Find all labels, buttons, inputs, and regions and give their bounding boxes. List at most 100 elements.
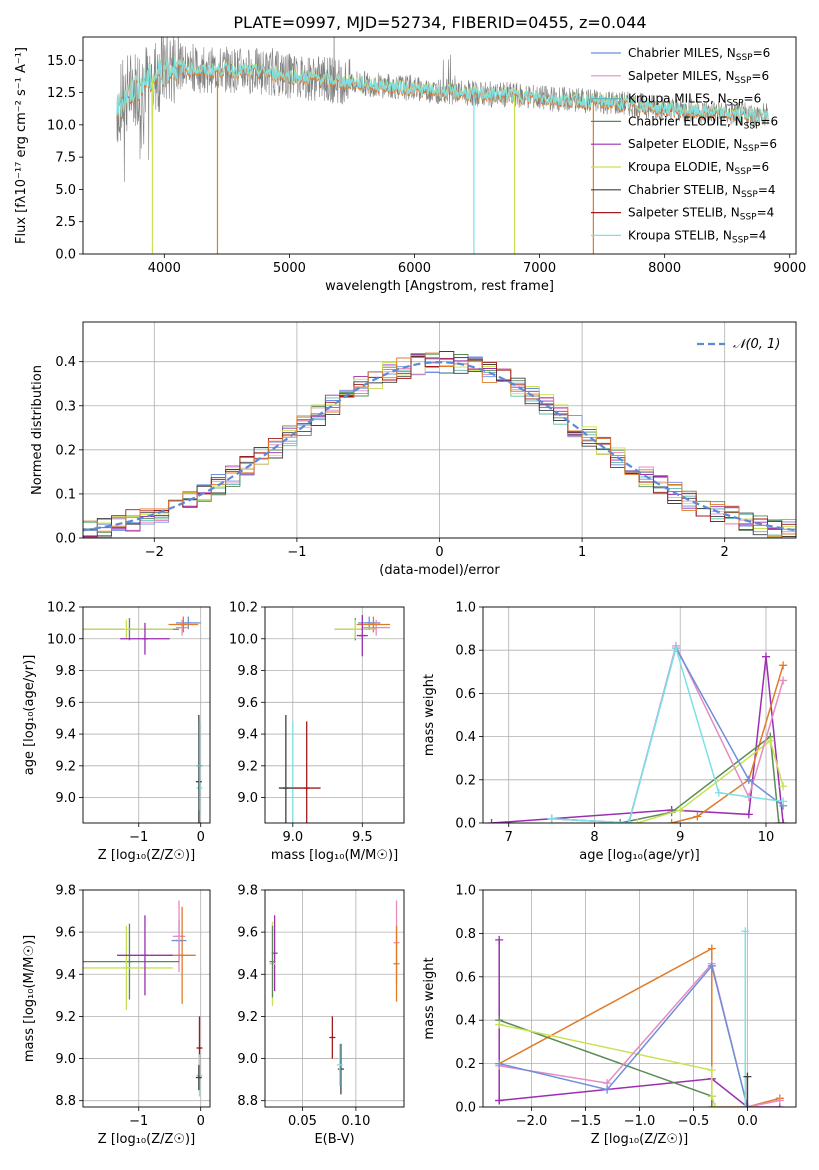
tick-label-y: 9.0 [55,791,76,806]
ticks: −2.0 −1.5 −1.0 −0.5 0.0 0.0 0.2 0.4 0.6 0.8 1.0 [455,884,757,1130]
legend-entry: Kroupa ELODIE, NSSP=6 [628,160,769,177]
tick-label-x: 6000 [398,261,431,276]
tick-label-x: −0.5 [678,1114,710,1129]
tick-label-y: 0.4 [455,730,476,745]
plus-marker [779,782,788,791]
tick-label-y: 9.2 [55,1010,76,1025]
axes-frame [264,606,405,824]
plus-marker [676,806,685,815]
axes-frame [482,889,797,1108]
tick-label-y: 9.8 [55,884,76,899]
y-axis-label: Flux [fλ10⁻¹⁷ erg cm⁻² s⁻¹ A⁻¹] [14,47,29,244]
panel-mass-vs-ebv: 0.05 0.10 8.8 9.0 9.2 9.4 9.6 9.8 E(B-V) [237,884,405,1147]
tick-label-y: 10.0 [229,632,258,647]
plus-marker [495,1020,504,1029]
x-axis-label: Z [log₁₀(Z/Z☉)] [98,1132,195,1147]
tick-label-y: 0.3 [55,399,76,414]
plus-marker [667,819,676,823]
tick-label-y: 10.2 [47,601,76,616]
tick-label-y: 9.2 [237,1010,258,1025]
ticks: 4000 5000 6000 7000 8000 9000 0.0 2.5 5.0 7.5 10.0… [47,54,806,276]
tick-label-y: 0.4 [55,355,76,370]
tick-label-y: 0.0 [55,532,76,547]
plus-marker [495,1059,504,1068]
tick-label-y: 15.0 [47,54,76,69]
tick-label-x: −1.0 [624,1114,656,1129]
tick-label-y: 9.2 [237,759,258,774]
plus-marker [775,1096,784,1105]
tick-label-y: 2.5 [55,215,76,230]
plus-marker [779,661,788,670]
y-axis-label: age [log₁₀(age/yr)] [22,655,37,776]
tick-label-y: 0.6 [455,687,476,702]
tick-label-y: 10.2 [229,601,258,616]
tick-label-x: 8 [590,830,598,845]
plot-area [83,616,203,823]
series-line [671,665,784,823]
tick-label-x: 0.10 [341,1114,370,1129]
tick-label-y: 0.1 [55,487,76,502]
tick-label-x: −1.5 [570,1114,602,1129]
tick-label-y: 9.8 [55,664,76,679]
x-axis-label: age [log₁₀(age/yr)] [579,848,700,863]
tick-label-y: 9.4 [237,968,258,983]
legend-entry: Kroupa MILES, NSSP=6 [628,92,761,109]
legend-entry: Chabrier STELIB, NSSP=4 [628,183,776,200]
legend-entry: Salpeter ELODIE, NSSP=6 [628,137,777,154]
panel-mass-weight-vs-Z: −2.0 −1.5 −1.0 −0.5 0.0 0.0 0.2 0.4 0.6 0.8 1.0 Z [… [422,884,797,1147]
plus-marker [693,812,702,821]
legend-entry: Kroupa STELIB, NSSP=4 [628,228,766,245]
tick-label-y: 9.2 [55,759,76,774]
ticks: 0.05 0.10 8.8 9.0 9.2 9.4 9.6 9.8 [237,884,370,1130]
plus-marker [741,1103,750,1107]
grid [83,606,210,823]
plus-marker [707,1103,716,1107]
histogram-series [83,352,796,538]
plus-marker [547,814,556,823]
plus-marker [779,797,788,806]
tick-label-y: 9.8 [237,884,258,899]
plus-marker [744,775,753,784]
tick-label-y: 0.0 [455,1101,476,1116]
tick-label-x: 0 [435,545,443,560]
panel-age-vs-mass: 9.0 9.5 9.0 9.2 9.4 9.6 9.8 10.0 10.2 mass [log₁₀… [229,601,405,863]
ticks: 7 8 9 10 0.0 0.2 0.4 0.6 0.8 1.0 [455,601,774,846]
tick-label-x: −1 [129,830,148,845]
grid [265,889,404,1107]
y-axis-label: mass [log₁₀(M/M☉)] [22,935,37,1062]
tick-label-y: 8.8 [237,1094,258,1109]
legend-entry: Chabrier MILES, NSSP=6 [628,46,770,63]
plus-marker [495,935,504,944]
tick-label-y: 9.0 [237,1052,258,1067]
plus-marker [779,676,788,685]
axes-frame [82,321,797,539]
plot-area [83,351,796,538]
plus-marker [743,1072,752,1081]
series-line [551,645,784,823]
axes-frame [482,606,797,824]
tick-label-x: −2.0 [516,1114,548,1129]
plus-marker [671,644,680,653]
series-line [499,964,749,1107]
tick-label-x: 1 [578,545,586,560]
plus-marker [743,1103,752,1107]
plus-marker [707,944,716,953]
plus-marker [711,1103,720,1107]
tick-label-x: 9 [676,830,684,845]
plus-marker [714,788,723,797]
legend-entry: Salpeter MILES, NSSP=6 [628,69,769,86]
x-axis-label: Z [log₁₀(Z/Z☉)] [591,1132,688,1147]
plus-marker [624,819,633,823]
tick-label-y: 9.0 [237,791,258,806]
tick-label-x: 4000 [148,261,181,276]
tick-label-y: 1.0 [455,601,476,616]
plus-marker [761,652,770,661]
tick-label-y: 10.0 [47,632,76,647]
plus-marker [487,819,496,823]
series-line [637,739,784,823]
x-axis-label: (data-model)/error [379,563,500,578]
tick-label-y: 0.8 [455,644,476,659]
panel-residuals: −2 −1 0 1 2 0.0 0.1 0.2 0.3 0.4 (data-model)/error… [30,321,797,578]
plus-marker [766,736,775,745]
